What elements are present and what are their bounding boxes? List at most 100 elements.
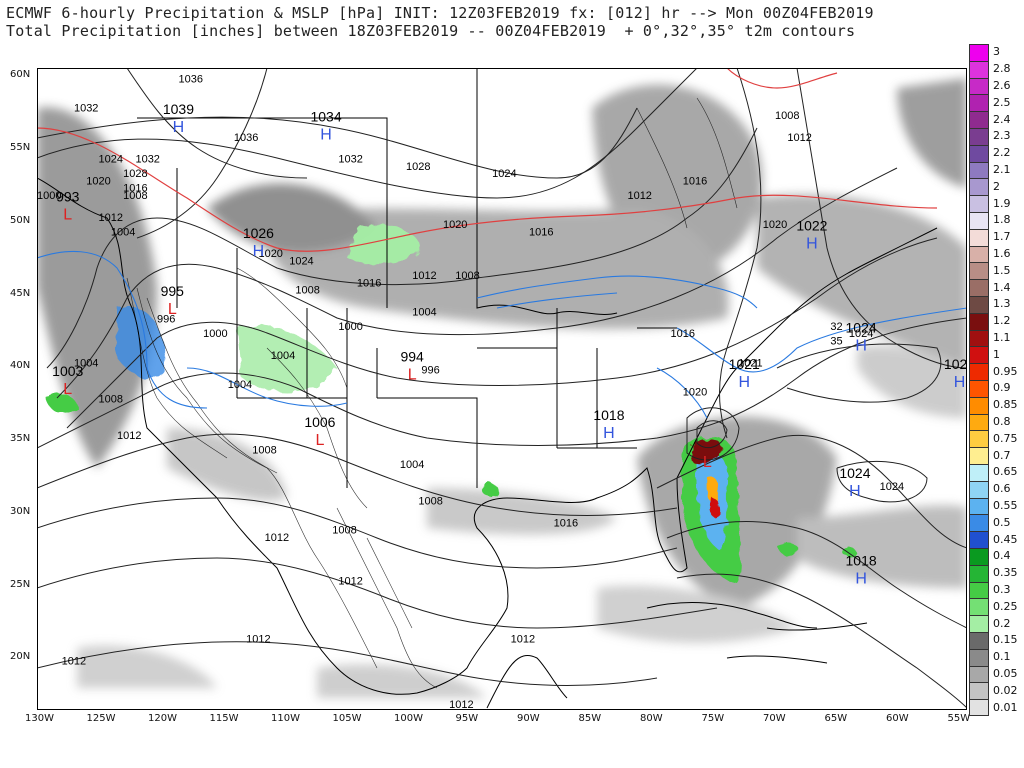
isobar-label: 1004	[271, 350, 295, 362]
scale-label: 1.2	[993, 314, 1011, 328]
scale-swatch	[969, 228, 989, 247]
scale-label: 2.4	[993, 112, 1011, 126]
precip-color-scale: 3 2.8 2.6 2.5 2.4 2.3 2.2 2.1 2 1.9 1.8 1.7 1.6 1.5 1.…	[969, 44, 1024, 717]
isobar-label: 1024	[849, 328, 873, 340]
scale-swatch	[969, 682, 989, 700]
scale-swatch	[969, 195, 989, 213]
high-pressure-marker: H	[320, 126, 332, 143]
isobar-label: 32	[830, 321, 842, 333]
scale-label: 0.15	[993, 633, 1018, 647]
pressure-center-value: 1034	[310, 108, 341, 124]
terrain-contours	[126, 97, 738, 689]
scale-swatch	[969, 380, 989, 398]
scale-label: 0.5	[993, 515, 1011, 529]
pressure-center-value: 1003	[52, 363, 83, 379]
precip-colored-areas	[45, 224, 856, 583]
isobar-label: 1008	[775, 110, 799, 122]
scale-label: 0.95	[993, 364, 1018, 378]
longitude-label: 75W	[701, 713, 725, 724]
scale-swatch	[969, 665, 989, 683]
isobar-label: 1016	[683, 175, 707, 187]
longitude-label: 120W	[148, 713, 177, 724]
isobar-label: 1000	[338, 321, 362, 333]
isobar-label: 1024	[492, 168, 516, 180]
isobar-label: 1028	[406, 161, 430, 173]
low-pressure-marker: L	[63, 381, 72, 398]
latitude-label: 30N	[10, 505, 31, 517]
scale-label: 1.8	[993, 213, 1011, 227]
isobar-label: 1012	[787, 132, 811, 144]
scale-swatch	[969, 548, 989, 566]
longitude-label: 85W	[578, 713, 602, 724]
isobar-label: 1008	[455, 270, 479, 282]
scale-label: 0.1	[993, 650, 1011, 664]
scale-label: 2.3	[993, 129, 1011, 143]
scale-swatch	[969, 564, 989, 583]
scale-swatch	[969, 262, 989, 280]
isobar-label: 1008	[418, 496, 442, 508]
longitude-label: 65W	[824, 713, 848, 724]
isobar-label: 1012	[265, 532, 289, 544]
isobar-label: 996	[157, 314, 175, 326]
pressure-center-value: 1026	[243, 225, 274, 241]
low-pressure-marker: L	[408, 367, 417, 384]
scale-swatch	[969, 464, 989, 482]
pressure-center-value: 1021	[729, 356, 760, 372]
scale-label: 1.1	[993, 331, 1011, 344]
isobar-label: 1016	[671, 328, 695, 340]
scale-swatch	[969, 296, 989, 314]
scale-label: 2.6	[993, 79, 1011, 92]
scale-label: 1.9	[993, 196, 1011, 210]
longitude-label: 100W	[394, 713, 423, 724]
isobar-label: 1004	[111, 226, 135, 238]
scale-swatch	[969, 396, 989, 415]
isobar-label: 1020	[86, 175, 110, 187]
low-pressure-marker: L	[63, 207, 72, 224]
scale-swatch	[969, 94, 989, 112]
isobar-label: 1004	[74, 357, 98, 369]
scale-label: 0.65	[993, 465, 1018, 479]
scale-label: 3	[993, 45, 1000, 59]
scale-label: 0.8	[993, 415, 1011, 428]
isobar-label: 1012	[627, 190, 651, 202]
pressure-center-value: 1024	[846, 319, 877, 335]
pressure-center-value: 994	[400, 349, 424, 365]
map-title-line-1: ECMWF 6-hourly Precipitation & MSLP [hPa…	[6, 4, 874, 22]
low-pressure-marker: L	[315, 432, 324, 449]
high-pressure-marker: H	[954, 374, 966, 391]
scale-swatch	[969, 581, 989, 599]
high-pressure-marker: H	[855, 337, 867, 354]
isobar-label: 1024	[99, 154, 123, 166]
latitude-label: 50N	[10, 214, 31, 226]
scale-label: 2	[993, 179, 1000, 193]
longitude-label: 80W	[640, 713, 663, 724]
scale-swatch	[969, 531, 989, 549]
scale-label: 0.02	[993, 683, 1018, 697]
latitude-label: 40N	[10, 360, 31, 372]
cold-temperature-lines	[37, 250, 967, 419]
pressure-center-value: 1018	[846, 552, 877, 568]
scale-label: 0.45	[993, 532, 1018, 546]
isobar-label: 1012	[117, 430, 141, 442]
scale-swatch	[969, 60, 989, 79]
isobar-label: 1016	[529, 226, 553, 238]
high-pressure-marker: H	[849, 483, 861, 500]
scale-label: 0.05	[993, 667, 1018, 680]
scale-label: 2.1	[993, 163, 1011, 176]
scale-swatch	[969, 279, 989, 297]
pressure-centers: 1039 H 1034 H 1026 H 993 L 995 L 994 L 1006 L 1003 L 102…	[52, 101, 967, 587]
isobar-label: 1004	[400, 459, 424, 471]
isobar-label: 1004	[412, 306, 436, 318]
scale-label: 1	[993, 347, 1000, 361]
scale-swatch	[969, 480, 989, 499]
scale-label: 1.6	[993, 247, 1011, 260]
scale-swatch	[969, 161, 989, 179]
scale-label: 0.3	[993, 583, 1011, 596]
high-pressure-marker: H	[806, 236, 818, 253]
scale-label: 0.35	[993, 566, 1018, 580]
isobar-label: 1008	[332, 525, 356, 537]
scale-swatch	[969, 363, 989, 381]
longitude-label: 125W	[86, 713, 116, 724]
